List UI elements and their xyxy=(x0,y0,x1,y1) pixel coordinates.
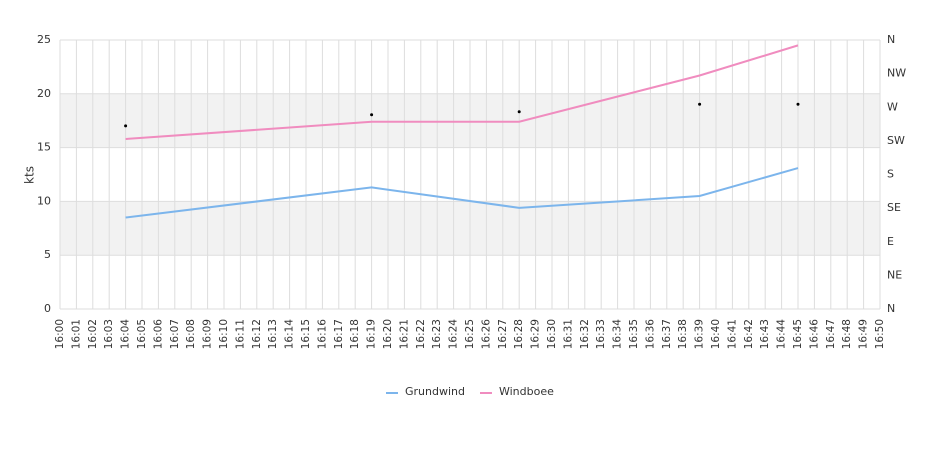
y2-tick-label: N xyxy=(887,33,895,46)
x-tick-label: 16:43 xyxy=(759,319,771,349)
x-tick-label: 16:31 xyxy=(562,319,574,349)
x-tick-label: 16:28 xyxy=(513,319,525,349)
x-tick-label: 16:25 xyxy=(464,319,476,349)
direction-point xyxy=(698,102,702,106)
x-tick-label: 16:15 xyxy=(300,319,312,349)
x-tick-label: 16:00 xyxy=(54,319,66,349)
y2-tick-label: N xyxy=(887,302,895,315)
x-tick-label: 16:18 xyxy=(349,319,361,349)
x-tick-label: 16:46 xyxy=(808,319,820,350)
x-tick-label: 16:45 xyxy=(792,319,804,349)
y2-tick-label: SE xyxy=(887,201,901,214)
direction-point xyxy=(517,110,521,114)
y-axis-label: kts xyxy=(23,166,37,184)
x-tick-label: 16:48 xyxy=(841,319,853,349)
legend-label[interactable]: Windboee xyxy=(499,385,554,398)
x-tick-label: 16:32 xyxy=(579,319,591,349)
x-tick-label: 16:14 xyxy=(284,319,296,350)
x-tick-label: 16:03 xyxy=(103,319,115,349)
x-tick-label: 16:50 xyxy=(874,319,886,349)
x-tick-label: 16:22 xyxy=(415,319,427,349)
y-tick-label: 10 xyxy=(37,194,51,207)
x-tick-label: 16:34 xyxy=(612,319,624,350)
y2-tick-label: S xyxy=(887,168,894,181)
x-tick-label: 16:19 xyxy=(366,319,378,349)
x-tick-label: 16:08 xyxy=(185,319,197,349)
y-tick-label: 0 xyxy=(44,302,51,315)
y2-tick-label: NE xyxy=(887,268,902,281)
x-tick-label: 16:12 xyxy=(251,319,263,349)
x-tick-label: 16:49 xyxy=(858,319,870,349)
x-tick-label: 16:44 xyxy=(776,319,788,350)
x-tick-label: 16:06 xyxy=(152,319,164,350)
y2-tick-label: E xyxy=(887,235,894,248)
y-tick-label: 5 xyxy=(44,248,51,261)
x-tick-label: 16:05 xyxy=(136,319,148,349)
x-tick-label: 16:04 xyxy=(120,319,132,350)
series-line xyxy=(125,44,799,140)
x-tick-label: 16:38 xyxy=(677,319,689,349)
direction-point xyxy=(370,113,374,117)
x-tick-label: 16:26 xyxy=(480,319,492,350)
y-tick-label: 25 xyxy=(37,33,51,46)
series-line xyxy=(125,167,799,219)
x-tick-label: 16:39 xyxy=(694,319,706,349)
direction-point xyxy=(124,124,128,128)
y-tick-label: 15 xyxy=(37,141,51,154)
x-tick-label: 16:01 xyxy=(70,319,82,349)
x-tick-label: 16:09 xyxy=(202,319,214,349)
x-tick-label: 16:16 xyxy=(316,319,328,350)
x-tick-label: 16:29 xyxy=(530,319,542,349)
x-tick-label: 16:40 xyxy=(710,319,722,349)
x-tick-label: 16:10 xyxy=(218,319,230,349)
y2-tick-label: W xyxy=(887,100,898,113)
x-tick-label: 16:23 xyxy=(431,319,443,349)
x-tick-label: 16:13 xyxy=(267,319,279,349)
x-tick-label: 16:42 xyxy=(743,319,755,349)
x-tick-label: 16:35 xyxy=(628,319,640,349)
x-tick-label: 16:17 xyxy=(333,319,345,349)
x-tick-label: 16:47 xyxy=(825,319,837,349)
y2-tick-label: NW xyxy=(887,67,906,80)
x-tick-label: 16:02 xyxy=(87,319,99,349)
x-tick-label: 16:36 xyxy=(644,319,656,350)
direction-point xyxy=(796,102,800,106)
x-tick-label: 16:21 xyxy=(398,319,410,349)
x-tick-label: 16:27 xyxy=(497,319,509,349)
x-tick-label: 16:20 xyxy=(382,319,394,349)
x-tick-label: 16:30 xyxy=(546,319,558,349)
x-tick-label: 16:24 xyxy=(448,319,460,350)
x-tick-label: 16:37 xyxy=(661,319,673,349)
x-tick-label: 16:33 xyxy=(595,319,607,349)
x-tick-label: 16:41 xyxy=(726,319,738,349)
x-tick-label: 16:07 xyxy=(169,319,181,349)
y-tick-label: 20 xyxy=(37,87,51,100)
x-tick-label: 16:11 xyxy=(234,319,246,349)
y2-tick-label: SW xyxy=(887,134,905,147)
legend-label[interactable]: Grundwind xyxy=(405,385,465,398)
